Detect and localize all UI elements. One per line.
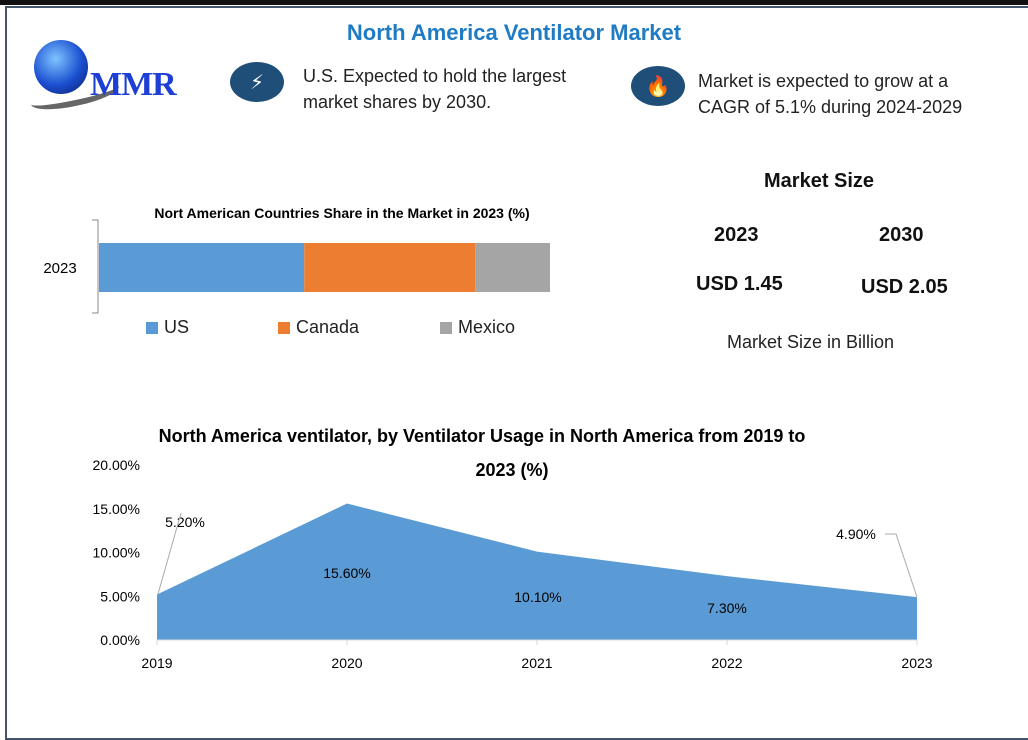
x-tick-label: 2019 [141, 655, 172, 671]
legend-mexico: Mexico [440, 317, 515, 338]
x-tick-label: 2021 [521, 655, 552, 671]
data-label: 10.10% [514, 589, 561, 605]
legend-canada: Canada [278, 317, 359, 338]
legend-swatch [146, 321, 158, 334]
value-2030: USD 2.05 [861, 276, 948, 298]
legend-us: US [146, 317, 189, 338]
highlight-line: market shares by 2030. [303, 92, 492, 112]
highlight-line: Market is expected to grow at a [698, 71, 949, 91]
top-border [0, 0, 1028, 5]
area-chart-title-line1: North America ventilator, by Ventilator … [159, 426, 806, 446]
value-2023: USD 1.45 [696, 273, 783, 295]
legend-swatch [278, 321, 290, 334]
year-2030: 2030 [879, 224, 924, 246]
page-title: North America Ventilator Market [346, 20, 682, 45]
legend-label: Canada [296, 317, 360, 337]
globe-icon [34, 40, 88, 94]
data-label: 4.90% [836, 526, 876, 542]
mmr-logo: MMR [28, 38, 210, 116]
legend-label: US [164, 317, 190, 337]
legend-swatch [440, 321, 452, 334]
y-tick-label: 20.00% [93, 457, 140, 473]
bar-segment-us [99, 243, 305, 292]
y-tick-label: 5.00% [100, 588, 140, 604]
lightning-icon: ⚡ [230, 62, 284, 102]
leader-line [885, 533, 918, 598]
bar-axis [92, 219, 99, 314]
y-tick-label: 0.00% [100, 632, 140, 648]
highlight-line: U.S. Expected to hold the largest [303, 66, 567, 86]
y-tick-label: 10.00% [93, 545, 140, 561]
charts-svg: Nort American Countries Share in the Mar… [43, 205, 932, 671]
area-chart-title-line2: 2023 (%) [475, 460, 548, 480]
logo-text: MMR [90, 66, 177, 103]
leader-line [157, 512, 182, 595]
bar-segment-mexico [475, 243, 550, 292]
highlight-us: U.S. Expected to hold the largest market… [303, 63, 566, 115]
bar-category-label: 2023 [43, 260, 76, 277]
legend-label: Mexico [458, 317, 516, 337]
bar-segment-canada [304, 243, 476, 292]
flame-icon: 🔥 [631, 66, 685, 106]
x-tick-label: 2022 [711, 655, 742, 671]
highlight-cagr: Market is expected to grow at a CAGR of … [698, 68, 962, 120]
y-tick-label: 15.00% [93, 501, 140, 517]
bar-chart-title: Nort American Countries Share in the Mar… [154, 205, 529, 221]
data-label: 15.60% [323, 565, 370, 581]
x-tick-label: 2023 [901, 655, 932, 671]
year-2023: 2023 [714, 224, 759, 246]
area-series [157, 503, 917, 640]
market-size-note: Market Size in Billion [727, 332, 895, 352]
highlight-line: CAGR of 5.1% during 2024-2029 [698, 97, 963, 117]
data-label: 7.30% [707, 600, 747, 616]
market-size-title: Market Size [764, 170, 875, 192]
data-label: 5.20% [165, 514, 205, 530]
x-tick-label: 2020 [331, 655, 362, 671]
